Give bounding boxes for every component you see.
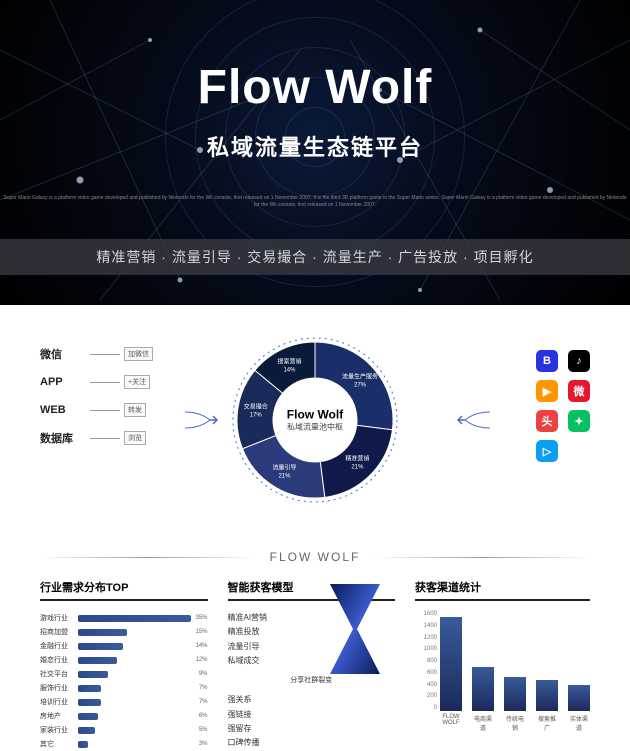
demand-label: 培训行业 [40, 697, 78, 707]
stats-bar [568, 685, 590, 711]
demand-label: 家装行业 [40, 725, 78, 735]
arrow-left [185, 410, 220, 430]
demand-value: 15% [195, 629, 207, 635]
demand-bar-row: 招商加盟 15% [40, 625, 208, 639]
demand-value: 7% [199, 685, 208, 691]
svg-text:精准营销: 精准营销 [345, 454, 369, 462]
demand-value: 12% [195, 657, 207, 663]
hero-subtitle: 私域流量生态链平台 [0, 130, 630, 162]
svg-text:17%: 17% [250, 413, 263, 419]
source-tag: +关注 [124, 375, 150, 389]
svg-text:交易撮合: 交易撮合 [244, 403, 268, 411]
stats-bar-label: 传统电销 [504, 714, 526, 732]
stats-bar-label: 搜索推广 [536, 714, 558, 732]
demand-value: 6% [199, 713, 208, 719]
donut-tag: 私域流量池中枢 [287, 422, 343, 433]
demand-bar-row: 婚恋行业 12% [40, 653, 208, 667]
source-tag: 浏览 [124, 431, 146, 445]
source-label: 微信 [40, 346, 90, 362]
demand-bar-row: 家装行业 5% [40, 723, 208, 737]
model-mid: 分享社群裂变 [228, 675, 396, 688]
source-tag: 加微信 [124, 347, 153, 361]
source-label: 数据库 [40, 430, 90, 446]
model-item: 强链接 [228, 708, 396, 722]
source-list: 微信 加微信 APP +关注 WEB 转发数据库 浏览 [40, 340, 153, 452]
svg-text:21%: 21% [351, 464, 364, 470]
svg-text:27%: 27% [354, 382, 367, 388]
demand-bar-row: 培训行业 7% [40, 695, 208, 709]
stats-bar-label: 实体渠道 [568, 714, 590, 732]
source-row: APP +关注 [40, 368, 153, 396]
source-label: APP [40, 376, 90, 388]
demand-label: 招商加盟 [40, 627, 78, 637]
bottom-panels: 行业需求分布TOP 游戏行业 35% 招商加盟 15% 金融行业 14% 婚恋行业 12% 社交… [0, 579, 630, 751]
hero-banner: Flow Wolf 私域流量生态链平台 Super Mario Galaxy i… [0, 0, 630, 305]
demand-label: 金融行业 [40, 641, 78, 651]
demand-bar-row: 其它 3% [40, 737, 208, 751]
demand-title: 行业需求分布TOP [40, 579, 208, 601]
stats-bar-label: 电商渠道 [472, 714, 494, 732]
hero-fineprint: Super Mario Galaxy is a platform video g… [0, 195, 630, 209]
donut-center: Flow Wolf 私域流量池中枢 [287, 408, 343, 433]
channel-tencent-icon: ▶ [536, 380, 558, 402]
divider-text: FLOW WOLF [270, 550, 361, 564]
channel-weibo-icon: 微 [568, 380, 590, 402]
svg-text:流量生产服务: 流量生产服务 [342, 372, 378, 380]
demand-bar-row: 社交平台 9% [40, 667, 208, 681]
demand-label: 游戏行业 [40, 613, 78, 623]
svg-text:14%: 14% [283, 368, 296, 374]
demand-value: 7% [199, 699, 208, 705]
svg-text:搜索营销: 搜索营销 [277, 358, 301, 366]
arrow-right [455, 410, 490, 430]
channel-icons: B ♪ ▶ 微头 ✦ ▷ [536, 350, 590, 462]
hourglass-graphic [325, 584, 385, 674]
model-item: 口碑传播 [228, 736, 396, 750]
demand-value: 9% [199, 671, 208, 677]
stats-bar [504, 677, 526, 711]
channel-douyin-icon: ♪ [568, 350, 590, 372]
model-item: 强关系 [228, 693, 396, 707]
vertical-bar-chart: 16001400120010008006004002000 [415, 611, 590, 711]
source-row: 数据库 浏览 [40, 424, 153, 452]
demand-label: 社交平台 [40, 669, 78, 679]
stats-bar [440, 617, 462, 711]
stats-title: 获客渠道统计 [415, 579, 590, 601]
flow-diagram: 微信加微信APP+关注WEB转发数据库浏览 流量生产服务27%精准营销21%流量… [0, 325, 630, 525]
channel-wechat-icon: ✦ [568, 410, 590, 432]
model-panel: 智能获客模型 精准AI营销精准投放流量引导私域成交 分享社群裂变 强关系强链接强… [228, 579, 396, 751]
model-item: 强留存 [228, 722, 396, 736]
demand-label: 婚恋行业 [40, 655, 78, 665]
svg-text:流量引导: 流量引导 [272, 464, 296, 472]
demand-bar-row: 房地产 6% [40, 709, 208, 723]
demand-value: 3% [199, 741, 208, 747]
source-label: WEB [40, 404, 90, 416]
stats-bar-label: FLOW WOLF [440, 714, 462, 732]
demand-bar-row: 金融行业 14% [40, 639, 208, 653]
stats-bar [472, 667, 494, 711]
channel-toutiao-icon: 头 [536, 410, 558, 432]
channel-youku-icon: ▷ [536, 440, 558, 462]
donut-brand: Flow Wolf [287, 408, 343, 422]
source-row: 微信 加微信 [40, 340, 153, 368]
stats-panel: 获客渠道统计 16001400120010008006004002000 FLO… [415, 579, 590, 751]
demand-value: 14% [195, 643, 207, 649]
svg-text:21%: 21% [278, 474, 291, 480]
demand-bar-row: 服饰行业 7% [40, 681, 208, 695]
demand-label: 房地产 [40, 711, 78, 721]
demand-label: 服饰行业 [40, 683, 78, 693]
demand-value: 35% [195, 615, 207, 621]
hero-title: Flow Wolf [0, 60, 630, 115]
stats-bar [536, 680, 558, 711]
demand-bar-row: 游戏行业 35% [40, 611, 208, 625]
demand-label: 其它 [40, 739, 78, 749]
features-bar: 精准营销 · 流量引导 · 交易撮合 · 流量生产 · 广告投放 · 项目孵化 [0, 239, 630, 275]
source-row: WEB 转发 [40, 396, 153, 424]
section-divider: FLOW WOLF [40, 550, 590, 564]
demand-value: 5% [199, 727, 208, 733]
demand-panel: 行业需求分布TOP 游戏行业 35% 招商加盟 15% 金融行业 14% 婚恋行业 12% 社交… [40, 579, 208, 751]
source-tag: 转发 [124, 403, 146, 417]
donut-chart: 流量生产服务 27% 精准营销 21% 流量引导 21% 交易撮合 17% 搜索营销 14% Fl… [230, 335, 400, 505]
channel-baidu-icon: B [536, 350, 558, 372]
